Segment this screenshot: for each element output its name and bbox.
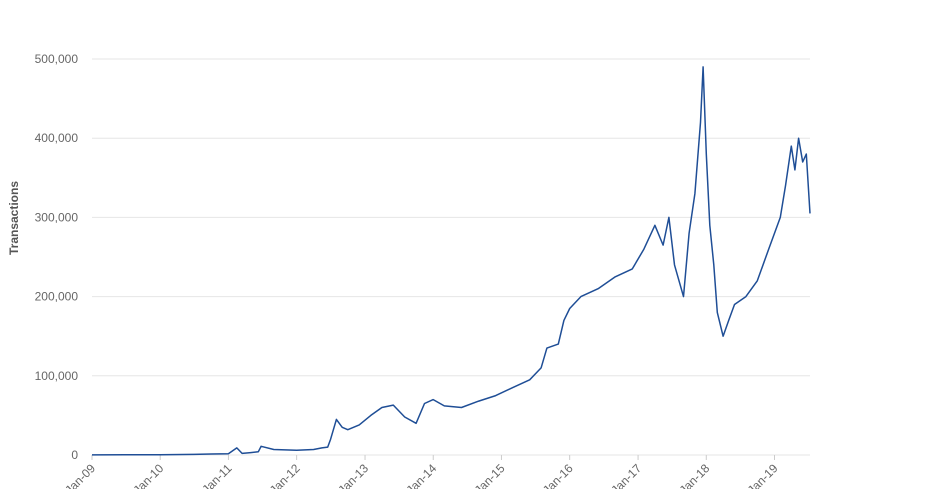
x-tick-label: Jan-16 [540,461,576,489]
transactions-series-line [91,66,811,456]
x-tick-label: Jan-18 [677,461,713,489]
y-axis-title: Transactions [7,181,21,255]
x-tick-label: Jan-19 [745,461,781,489]
y-axis-ticks: 0 100,000 200,000 300,000 400,000 500,000 [35,52,79,462]
y-tick-label: 200,000 [35,290,79,304]
x-tick-label: Jan-15 [472,461,508,489]
y-tick-label: 0 [71,448,78,462]
gridlines [92,58,810,456]
x-tick-label: Jan-09 [62,461,98,489]
x-tick-label: Jan-11 [199,461,234,489]
x-tick-label: Jan-17 [608,461,644,489]
y-tick-label: 300,000 [35,210,79,224]
y-tick-label: 500,000 [35,52,79,66]
x-axis-ticks: Jan-09 Jan-10 Jan-11 Jan-12 Jan-13 Jan-14 Jan-… [62,455,781,489]
x-tick-label: Jan-13 [335,461,371,489]
x-tick-label: Jan-10 [130,461,166,489]
x-tick-label: Jan-14 [404,461,440,489]
x-tick-label: Jan-12 [267,461,303,489]
y-tick-label: 100,000 [35,369,79,383]
y-tick-label: 400,000 [35,131,79,145]
